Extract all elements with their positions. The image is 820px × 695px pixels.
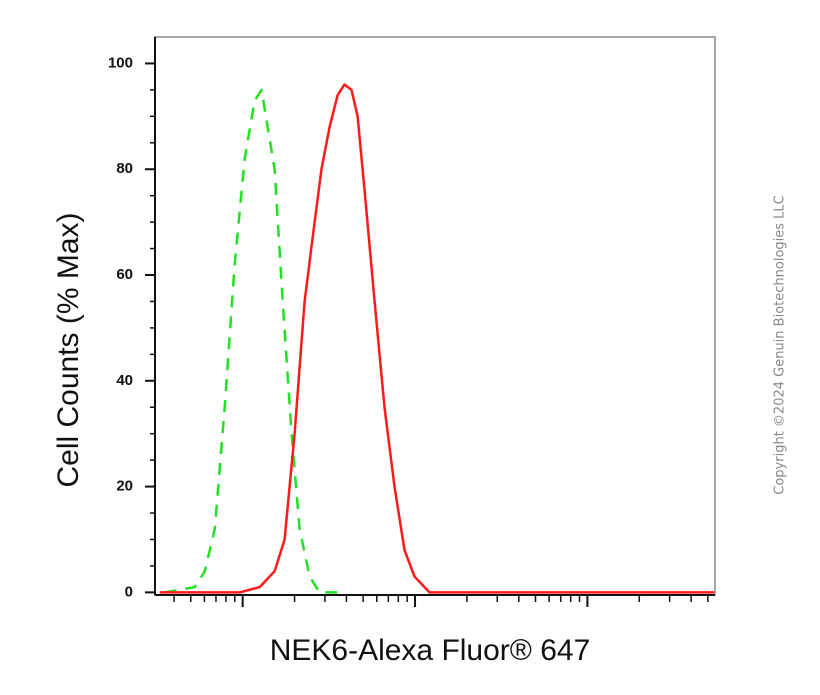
copyright: Copyright ©2024 Genuin Biotechnologies L… — [773, 195, 788, 494]
y-tick-label: 40 — [116, 372, 133, 389]
y-tick-label: 0 — [125, 583, 133, 600]
x-axis-label: NEK6-Alexa Fluor® 647 — [270, 634, 591, 667]
plot-frame — [154, 36, 716, 596]
y-tick-label: 60 — [116, 266, 133, 283]
y-tick-label: 20 — [116, 478, 133, 495]
y-axis-label: Cell Counts (% Max) — [52, 212, 85, 487]
histogram-line — [164, 88, 347, 594]
y-tick-label: 100 — [108, 54, 133, 71]
histogram-line — [159, 83, 715, 594]
y-tick-label: 80 — [116, 160, 133, 177]
